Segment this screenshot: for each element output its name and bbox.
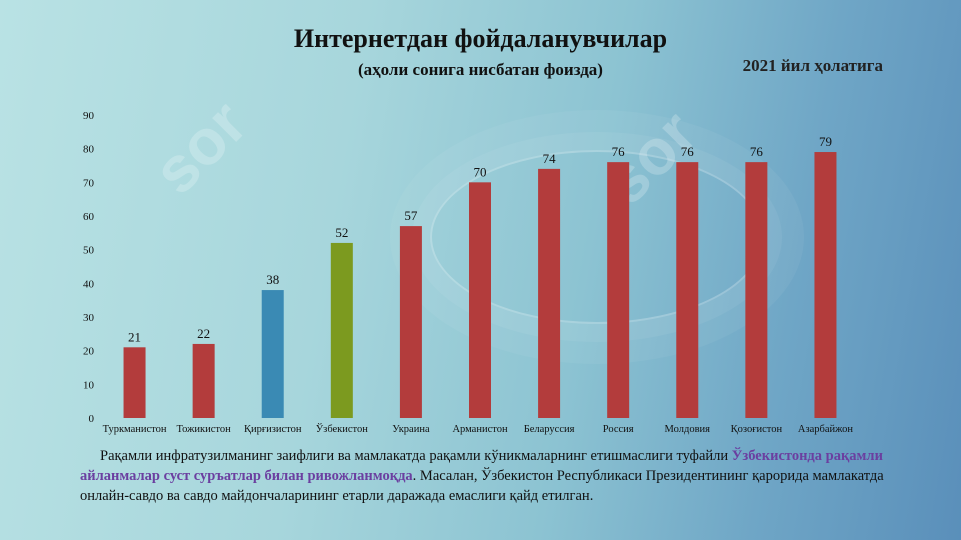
x-tick-label: Қирғизистон	[244, 424, 302, 435]
y-tick-label: 70	[83, 177, 95, 189]
data-label: 76	[612, 144, 626, 159]
bar-5	[469, 182, 491, 418]
x-tick-label: Россия	[603, 424, 634, 435]
x-tick-label: Украина	[392, 424, 430, 435]
y-tick-label: 0	[89, 413, 95, 425]
data-label: 74	[543, 151, 557, 166]
data-label: 52	[335, 225, 348, 240]
y-tick-label: 10	[83, 379, 95, 391]
data-label: 38	[266, 272, 279, 287]
y-tick-label: 40	[83, 278, 95, 290]
data-label: 57	[404, 208, 418, 223]
bar-6	[538, 168, 561, 418]
x-tick-label: Азарбайжон	[798, 424, 854, 435]
caption-text-1: Рақамли инфратузилманинг заифлиги ва мам…	[100, 448, 732, 464]
y-tick-label: 60	[83, 211, 95, 223]
y-tick-label: 80	[83, 144, 95, 156]
data-label: 21	[128, 329, 141, 344]
data-label: 79	[819, 134, 832, 149]
page-subtitle: (аҳоли сонига нисбатан фоизда)	[358, 60, 603, 79]
bar-chart: 0 10 20 30 40 50 60 70 80 90 21 Туркманистон 22 Тожик…	[83, 110, 854, 435]
x-tick-label: Беларуссия	[524, 424, 575, 435]
bar-10	[814, 152, 837, 419]
caption-paragraph: Рақамли инфратузилманинг заифлиги ва мам…	[80, 446, 900, 506]
x-tick-label: Ўзбекистон	[316, 423, 369, 435]
caption-highlight: Ўзбекистонда рақамли айланмалар суст сур…	[80, 448, 883, 484]
data-label: 76	[750, 144, 764, 159]
y-tick-label: 20	[83, 346, 95, 358]
data-label: 76	[681, 144, 695, 159]
bar-2	[261, 290, 284, 418]
bar-8	[676, 162, 699, 418]
data-label: 70	[474, 164, 487, 179]
bar-3	[330, 242, 353, 418]
bar-1	[192, 343, 215, 418]
x-tick-label: Арманистон	[452, 424, 508, 435]
x-tick-label: Тожикистон	[177, 424, 232, 435]
bar-0	[123, 347, 146, 418]
bar-7	[607, 162, 630, 418]
page-title: Интернетдан фойдаланувчилар	[293, 24, 668, 53]
x-tick-label: Молдовия	[665, 424, 711, 435]
bar-4	[399, 226, 422, 418]
year-note: 2021 йил ҳолатига	[742, 56, 883, 75]
x-tick-label: Туркманистон	[103, 424, 167, 435]
y-tick-label: 30	[83, 312, 95, 324]
x-tick-label: Қозоғистон	[731, 424, 783, 435]
y-tick-label: 90	[83, 110, 95, 122]
bar-9	[745, 162, 768, 418]
y-tick-label: 50	[83, 245, 95, 257]
caption-text-2: . Масалан, Ўзбекистон Республикаси Прези…	[80, 468, 884, 504]
data-label: 22	[197, 326, 210, 341]
